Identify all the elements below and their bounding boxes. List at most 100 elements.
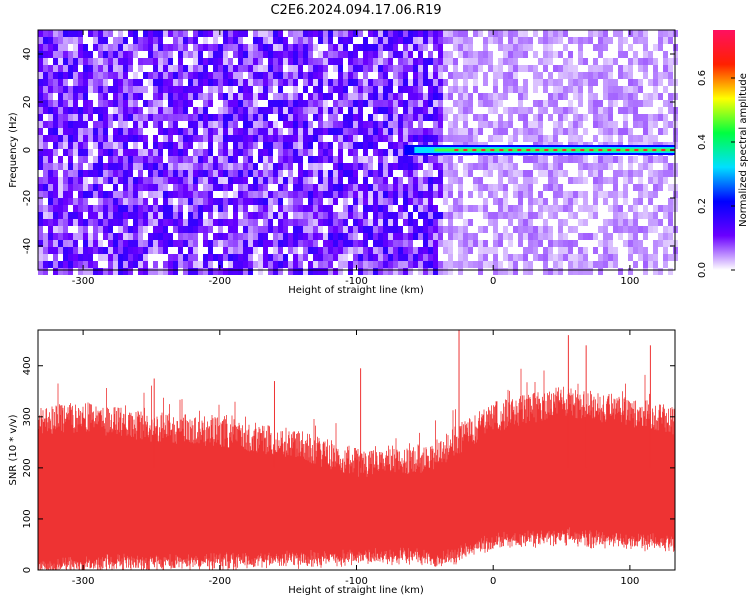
spectrogram-cell bbox=[463, 100, 468, 107]
spectrogram-cell bbox=[183, 233, 188, 240]
spectrogram-cell bbox=[583, 233, 588, 240]
spectrogram-cell bbox=[203, 79, 208, 86]
spectrogram-cell bbox=[598, 121, 603, 128]
spectrogram-cell bbox=[68, 51, 73, 58]
signal-peak bbox=[490, 149, 495, 151]
spectrogram-cell bbox=[628, 72, 633, 79]
spectrogram-cell bbox=[478, 226, 483, 233]
spectrogram-cell bbox=[48, 100, 53, 107]
spectrogram-cell bbox=[403, 135, 408, 142]
spectrogram-cell bbox=[448, 191, 453, 198]
spectrogram-cell bbox=[328, 247, 333, 254]
spectrogram-cell bbox=[83, 100, 88, 107]
spectrogram-cell bbox=[313, 212, 318, 219]
spectrogram-cell bbox=[233, 212, 238, 219]
spectrogram-cell bbox=[463, 58, 468, 65]
spectrogram-cell bbox=[498, 44, 503, 51]
spectrogram-cell bbox=[568, 121, 573, 128]
spectrogram-cell bbox=[368, 58, 373, 65]
spectrogram-cell bbox=[573, 37, 578, 44]
spectrogram-cell bbox=[463, 240, 468, 247]
spectrogram-cell bbox=[548, 170, 553, 177]
spectrogram-cell bbox=[58, 30, 63, 37]
spectrogram-cell bbox=[508, 205, 513, 212]
spectrogram-cell bbox=[393, 233, 398, 240]
spectrogram-cell bbox=[123, 240, 128, 247]
spectrogram-cell bbox=[408, 233, 413, 240]
spectrogram-cell bbox=[433, 240, 438, 247]
spectrogram-cell bbox=[533, 212, 538, 219]
spectrogram-cell bbox=[133, 156, 138, 163]
spectrogram-cell bbox=[338, 79, 343, 86]
spectrogram-cell bbox=[108, 100, 113, 107]
spectrogram-cell bbox=[308, 191, 313, 198]
spectrogram-cell bbox=[168, 30, 173, 37]
spectrogram-cell bbox=[133, 79, 138, 86]
spectrogram-cell bbox=[253, 121, 258, 128]
spectrogram-cell bbox=[223, 170, 228, 177]
spectrogram-cell bbox=[183, 261, 188, 268]
spectrogram-cell bbox=[438, 65, 443, 72]
spectrogram-cell bbox=[468, 65, 473, 72]
spectrogram-cell bbox=[628, 156, 633, 163]
spectrogram-cell bbox=[303, 212, 308, 219]
spectrogram-cell bbox=[273, 79, 278, 86]
spectrogram-cell bbox=[343, 240, 348, 247]
spectrogram-cell bbox=[78, 51, 83, 58]
spectrogram-cell bbox=[48, 30, 53, 37]
spectrogram-cell bbox=[268, 100, 273, 107]
spectrogram-cell bbox=[88, 247, 93, 254]
spectrogram-cell bbox=[233, 65, 238, 72]
spectrogram-cell bbox=[268, 107, 273, 114]
spectrogram-cell bbox=[168, 219, 173, 226]
spectrogram-cell bbox=[43, 30, 48, 37]
spectrogram-cell bbox=[263, 177, 268, 184]
spectrogram-cell bbox=[158, 156, 163, 163]
spectrogram-cell bbox=[148, 107, 153, 114]
spectrogram-cell bbox=[98, 142, 103, 149]
spectrogram-cell bbox=[43, 100, 48, 107]
spectrogram-cell bbox=[653, 93, 658, 100]
x-tick-label: 100 bbox=[620, 576, 639, 587]
spectrogram-cell bbox=[623, 170, 628, 177]
spectrogram-cell bbox=[108, 65, 113, 72]
spectrogram-cell bbox=[463, 254, 468, 261]
spectrogram-cell bbox=[168, 72, 173, 79]
spectrogram-cell bbox=[473, 135, 478, 142]
spectrogram-cell bbox=[668, 37, 673, 44]
spectrogram-cell bbox=[93, 261, 98, 268]
spectrogram-cell bbox=[613, 156, 618, 163]
spectrogram-cell bbox=[93, 72, 98, 79]
spectrogram-cell bbox=[143, 247, 148, 254]
spectrogram-cell bbox=[228, 86, 233, 93]
spectrogram-cell bbox=[153, 247, 158, 254]
spectrogram-cell bbox=[623, 65, 628, 72]
spectrogram-cell bbox=[83, 261, 88, 268]
spectrogram-cell bbox=[543, 100, 548, 107]
spectrogram-cell bbox=[338, 142, 343, 149]
spectrogram-cell bbox=[498, 268, 503, 275]
spectrogram-cell bbox=[573, 72, 578, 79]
spectrogram-cell bbox=[643, 156, 648, 163]
spectrogram-cell bbox=[208, 268, 213, 275]
spectrogram-cell bbox=[123, 93, 128, 100]
spectrogram-cell bbox=[223, 219, 228, 226]
spectrogram-cell bbox=[353, 135, 358, 142]
spectrogram-cell bbox=[228, 198, 233, 205]
spectrogram-cell bbox=[603, 156, 608, 163]
spectrogram-cell bbox=[123, 177, 128, 184]
spectrogram-cell bbox=[253, 226, 258, 233]
spectrogram-cell bbox=[113, 240, 118, 247]
spectrogram-cell bbox=[158, 205, 163, 212]
spectrogram-cell bbox=[288, 170, 293, 177]
spectrogram-cell bbox=[103, 205, 108, 212]
spectrogram-cell bbox=[163, 44, 168, 51]
spectrogram-cell bbox=[423, 65, 428, 72]
spectrogram-cell bbox=[338, 212, 343, 219]
spectrogram-cell bbox=[648, 163, 653, 170]
spectrogram-cell bbox=[488, 261, 493, 268]
spectrogram-cell bbox=[158, 93, 163, 100]
spectrogram-cell bbox=[378, 121, 383, 128]
spectrogram-cell bbox=[78, 156, 83, 163]
spectrogram-cell bbox=[123, 254, 128, 261]
